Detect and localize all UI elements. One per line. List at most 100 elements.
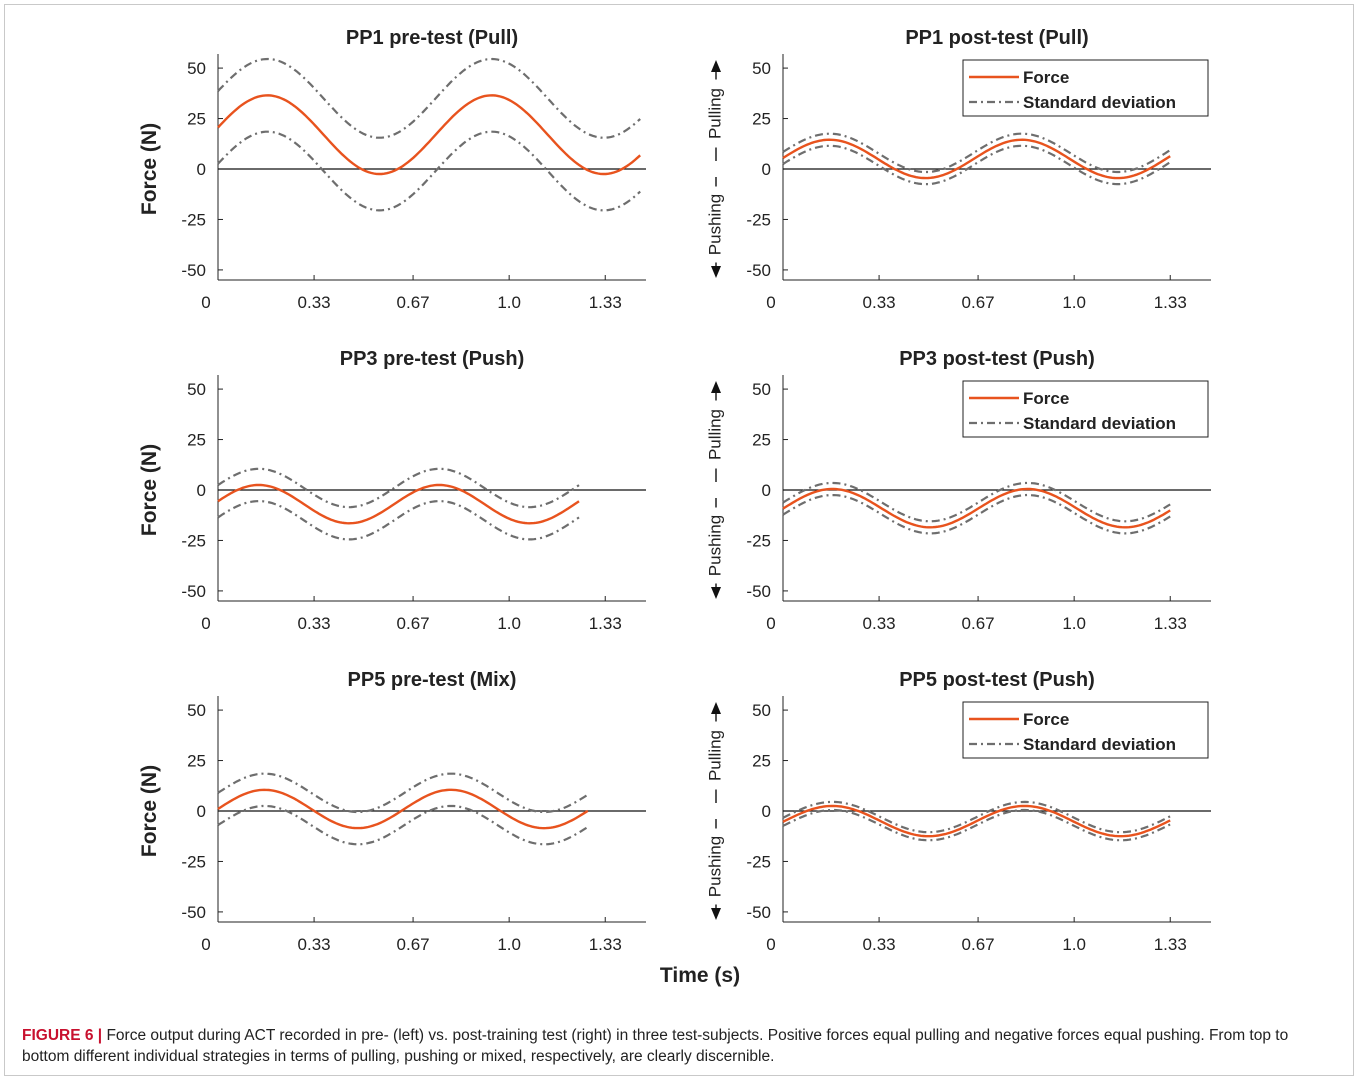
x-tick-label: 1.33 <box>589 614 622 633</box>
x-tick-label: 0 <box>201 614 210 633</box>
x-axis-label: Time (s) <box>660 964 740 987</box>
force-line <box>782 138 1171 180</box>
y-tick-label: -50 <box>181 582 206 601</box>
y-tick-label: 0 <box>762 160 771 179</box>
x-tick-label: 1.0 <box>1062 614 1086 633</box>
y-tick-label: -25 <box>746 531 771 550</box>
x-tick-label: 1.33 <box>589 935 622 954</box>
caption-label: FIGURE 6 | <box>22 1027 103 1044</box>
y-axis-label: Force (N) <box>138 765 161 857</box>
x-tick-label: 0.33 <box>298 293 331 312</box>
x-tick-label: 1.0 <box>497 935 521 954</box>
legend-box <box>962 701 1209 759</box>
y-tick-label: 0 <box>197 160 206 179</box>
legend: Force Standard deviation <box>962 701 1209 759</box>
chart-title: PP3 pre-test (Push) <box>340 348 524 370</box>
y-tick-label: 0 <box>197 802 206 821</box>
x-tick-label: 0.67 <box>397 935 430 954</box>
y-tick-label: -25 <box>746 852 771 871</box>
y-tick-label: -50 <box>746 582 771 601</box>
y-tick-label: 50 <box>187 701 206 720</box>
force-line <box>217 788 589 830</box>
sd-lower-line <box>217 804 589 846</box>
x-tick-label: 0.33 <box>298 614 331 633</box>
x-tick-label: 0 <box>766 614 775 633</box>
legend-force-label: Force <box>1023 710 1069 729</box>
x-tick-label: 1.0 <box>1062 935 1086 954</box>
arrow-up-icon <box>711 702 721 714</box>
sd-upper-line <box>782 800 1171 834</box>
legend-force-label: Force <box>1023 389 1069 408</box>
y-tick-label: -25 <box>181 210 206 229</box>
chart-title: PP1 post-test (Pull) <box>905 27 1088 49</box>
x-tick-label: 0.67 <box>962 935 995 954</box>
pushing-label: Pushing <box>705 515 724 576</box>
sd-upper-line <box>782 481 1171 523</box>
x-tick-label: 0.67 <box>397 614 430 633</box>
y-tick-label: -50 <box>181 903 206 922</box>
chart-title: PP5 post-test (Push) <box>899 669 1095 691</box>
chart-panel-3: PP3 pre-test (Push) -50 -25 0 25 50 0 0.33 0.67 1… <box>138 348 646 633</box>
pulling-label-bg <box>705 721 727 790</box>
legend-box <box>962 59 1209 117</box>
x-tick-label: 0.33 <box>863 614 896 633</box>
y-tick-label: 25 <box>752 431 771 450</box>
sd-lower-line <box>217 499 580 541</box>
force-line <box>217 483 580 525</box>
y-tick-label: 50 <box>752 59 771 78</box>
legend: Force Standard deviation <box>962 380 1209 438</box>
y-tick-label: -50 <box>181 261 206 280</box>
pushing-label-bg <box>705 186 727 263</box>
x-tick-label: 0 <box>201 293 210 312</box>
chart-panel-4: PP3 post-test (Push) -50 -25 0 25 50 0 0.33 0.67… <box>705 348 1211 633</box>
figure-caption: FIGURE 6 | Force output during ACT recor… <box>22 1025 1327 1067</box>
pulling-label: Pulling <box>705 409 724 460</box>
y-tick-label: -25 <box>746 210 771 229</box>
y-tick-label: 0 <box>762 481 771 500</box>
x-tick-label: 0 <box>766 935 775 954</box>
y-tick-label: 25 <box>752 110 771 129</box>
x-tick-label: 0.67 <box>962 293 995 312</box>
x-tick-label: 0 <box>766 293 775 312</box>
y-tick-label: 50 <box>752 380 771 399</box>
x-tick-label: 0.33 <box>298 935 331 954</box>
y-tick-label: 0 <box>762 802 771 821</box>
sd-lower-line <box>782 144 1171 186</box>
chart-panel-1: PP1 pre-test (Pull) -50 -25 0 25 50 0 0.33 0.67 1… <box>138 27 646 312</box>
sd-lower-line <box>782 493 1171 535</box>
pulling-label: Pulling <box>705 730 724 781</box>
y-tick-label: -25 <box>181 852 206 871</box>
x-tick-label: 1.0 <box>497 293 521 312</box>
chart-title: PP1 pre-test (Pull) <box>346 27 518 49</box>
sd-upper-line <box>782 132 1171 174</box>
pushing-label-bg <box>705 507 727 584</box>
caption-text: Force output during ACT recorded in pre-… <box>22 1027 1289 1065</box>
pushing-label-bg <box>705 828 727 905</box>
pulling-label: Pulling <box>705 88 724 139</box>
x-tick-label: 0.67 <box>962 614 995 633</box>
arrow-down-icon <box>711 908 721 920</box>
figure-canvas: Time (s) PP1 pre-test (Pull) -50 -25 0 25 50 0… <box>138 27 1211 987</box>
chart-panel-2: PP1 post-test (Pull) -50 -25 0 25 50 0 0.33 0.67… <box>705 27 1211 312</box>
sd-lower-line <box>782 808 1171 842</box>
y-tick-label: 50 <box>187 59 206 78</box>
arrow-up-icon <box>711 381 721 393</box>
x-tick-label: 1.33 <box>1154 935 1187 954</box>
x-tick-label: 0.33 <box>863 935 896 954</box>
sd-lower-line <box>217 130 641 212</box>
sd-upper-line <box>217 772 589 814</box>
legend-sd-label: Standard deviation <box>1023 414 1176 433</box>
chart-title: PP5 pre-test (Mix) <box>348 669 517 691</box>
y-tick-label: -50 <box>746 261 771 280</box>
y-tick-label: -25 <box>181 531 206 550</box>
force-line <box>782 804 1171 838</box>
arrow-up-icon <box>711 60 721 72</box>
y-tick-label: -50 <box>746 903 771 922</box>
chart-panel-5: PP5 pre-test (Mix) -50 -25 0 25 50 0 0.33 0.67 1.… <box>138 669 646 954</box>
figure-frame <box>4 4 1354 1076</box>
force-line <box>782 487 1171 529</box>
arrow-down-icon <box>711 266 721 278</box>
y-axis-label: Force (N) <box>138 123 161 215</box>
sd-upper-line <box>217 57 641 139</box>
x-tick-label: 1.33 <box>1154 293 1187 312</box>
